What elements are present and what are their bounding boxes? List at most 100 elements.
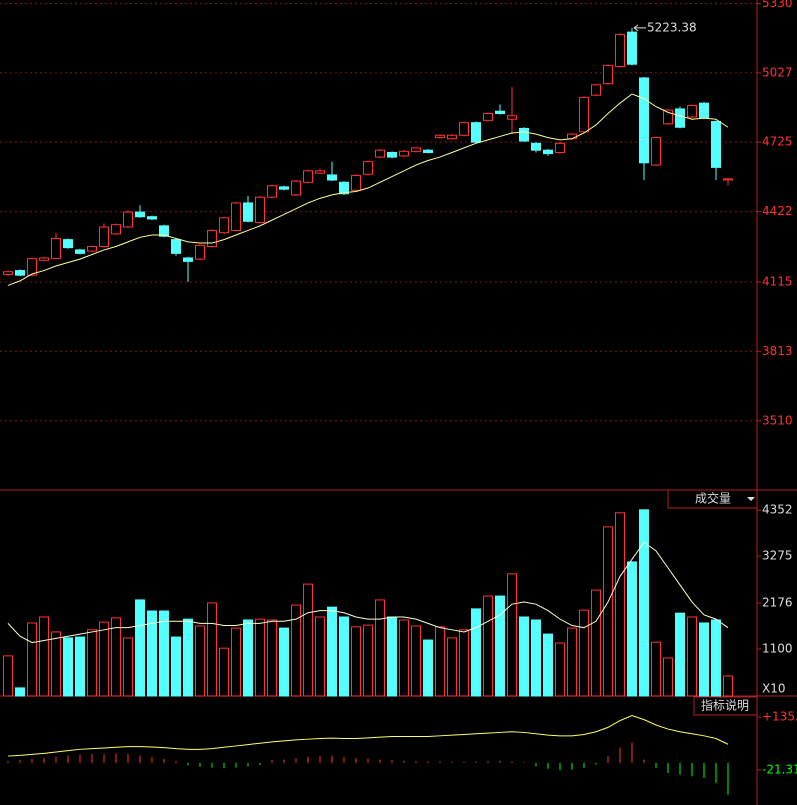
volume-bar bbox=[627, 561, 637, 697]
candle-body bbox=[3, 271, 13, 275]
volume-bar bbox=[327, 606, 337, 697]
volume-bar bbox=[183, 618, 193, 697]
dropdown-arrow bbox=[747, 497, 755, 501]
y-tick-label: 5027 bbox=[762, 65, 793, 79]
candle-body bbox=[291, 180, 301, 196]
volume-bar bbox=[87, 629, 97, 697]
volume-bar bbox=[135, 599, 145, 697]
indicator-select[interactable] bbox=[667, 489, 758, 509]
candle-body bbox=[171, 239, 181, 254]
candle-body bbox=[567, 133, 577, 140]
candle-body bbox=[723, 178, 733, 181]
y-tick-label: 2176 bbox=[762, 596, 793, 610]
macd-line bbox=[7, 715, 729, 757]
volume-bar bbox=[255, 618, 265, 697]
volume-bar bbox=[387, 616, 397, 697]
volume-bar bbox=[339, 616, 349, 697]
volume-bar bbox=[291, 604, 301, 697]
candle-body bbox=[579, 96, 589, 133]
volume-bar bbox=[471, 608, 481, 697]
candle-body bbox=[183, 257, 193, 262]
volume-bar bbox=[495, 595, 505, 697]
volume-bar bbox=[615, 512, 625, 697]
volume-bar bbox=[195, 625, 205, 697]
candle-body bbox=[663, 109, 673, 125]
candle-body bbox=[207, 229, 217, 247]
volume-bar bbox=[567, 627, 577, 697]
candle-body bbox=[51, 237, 61, 259]
y-tick-label: 4115 bbox=[762, 275, 793, 289]
volume-bar bbox=[15, 687, 25, 697]
candle-body bbox=[699, 102, 709, 119]
volume-bar bbox=[651, 641, 661, 697]
y-tick-label: 4422 bbox=[762, 204, 793, 218]
moving-average bbox=[7, 93, 729, 286]
panel-title: 指标说明 bbox=[701, 698, 749, 713]
volume-bar bbox=[459, 629, 469, 697]
volume-bar bbox=[267, 619, 277, 697]
volume-bar bbox=[507, 573, 517, 697]
candle-body bbox=[327, 174, 337, 181]
candle-body bbox=[483, 113, 493, 121]
volume-bar bbox=[159, 610, 169, 697]
volume-bar bbox=[483, 595, 493, 697]
indicator-help[interactable] bbox=[693, 696, 758, 716]
candle-body bbox=[687, 104, 697, 118]
volume-bar bbox=[639, 509, 649, 697]
volume-bar bbox=[435, 626, 445, 697]
candle-body bbox=[111, 224, 121, 235]
candle-body bbox=[507, 115, 517, 120]
candle-body bbox=[315, 170, 325, 174]
candle-body bbox=[495, 110, 505, 115]
annotation-arrow bbox=[633, 24, 646, 32]
candle-body bbox=[15, 270, 25, 276]
volume-bar bbox=[711, 619, 721, 697]
panel-title: 成交量 bbox=[695, 491, 731, 506]
volume-bar bbox=[111, 617, 121, 697]
candle-body bbox=[711, 121, 721, 168]
candle-body bbox=[447, 134, 457, 140]
unit-label: X10 bbox=[762, 682, 786, 696]
candle-body bbox=[243, 202, 253, 222]
candle-body bbox=[651, 137, 661, 166]
volume-bar bbox=[447, 637, 457, 697]
volume-bar bbox=[675, 612, 685, 697]
y-tick-label: 5330 bbox=[762, 0, 793, 10]
volume-bar bbox=[423, 639, 433, 697]
candle-body bbox=[387, 151, 397, 158]
candle-body bbox=[531, 142, 541, 151]
candle-body bbox=[675, 108, 685, 128]
volume-bar bbox=[207, 602, 217, 697]
volume-bar bbox=[663, 657, 673, 697]
volume-bar bbox=[531, 619, 541, 697]
volume-bar bbox=[591, 589, 601, 697]
volume-bar bbox=[399, 619, 409, 697]
volume-bar bbox=[351, 626, 361, 697]
candle-body bbox=[423, 149, 433, 153]
volume-bar bbox=[243, 619, 253, 697]
y-tick-label: 4352 bbox=[762, 503, 793, 517]
candle-body bbox=[411, 147, 421, 152]
volume-bar bbox=[579, 609, 589, 697]
volume-bar bbox=[363, 624, 373, 697]
volume-bar bbox=[279, 627, 289, 697]
candle-body bbox=[339, 181, 349, 195]
volume-bar bbox=[219, 647, 229, 697]
candle-body bbox=[147, 216, 157, 220]
volume-bar bbox=[63, 637, 73, 697]
volume-bar bbox=[303, 583, 313, 697]
candle-body bbox=[351, 174, 361, 191]
volume-bar bbox=[555, 642, 565, 697]
volume-bar bbox=[687, 616, 697, 697]
candle-body bbox=[39, 257, 49, 261]
candle-body bbox=[627, 31, 637, 65]
candle-body bbox=[279, 186, 289, 190]
volume-bar bbox=[315, 616, 325, 697]
volume-bar bbox=[519, 616, 529, 697]
candle-body bbox=[75, 249, 85, 254]
volume-bar bbox=[231, 627, 241, 697]
candle-body bbox=[363, 161, 373, 175]
y-tick-label: 1100 bbox=[762, 642, 793, 656]
volume-average bbox=[7, 541, 729, 644]
